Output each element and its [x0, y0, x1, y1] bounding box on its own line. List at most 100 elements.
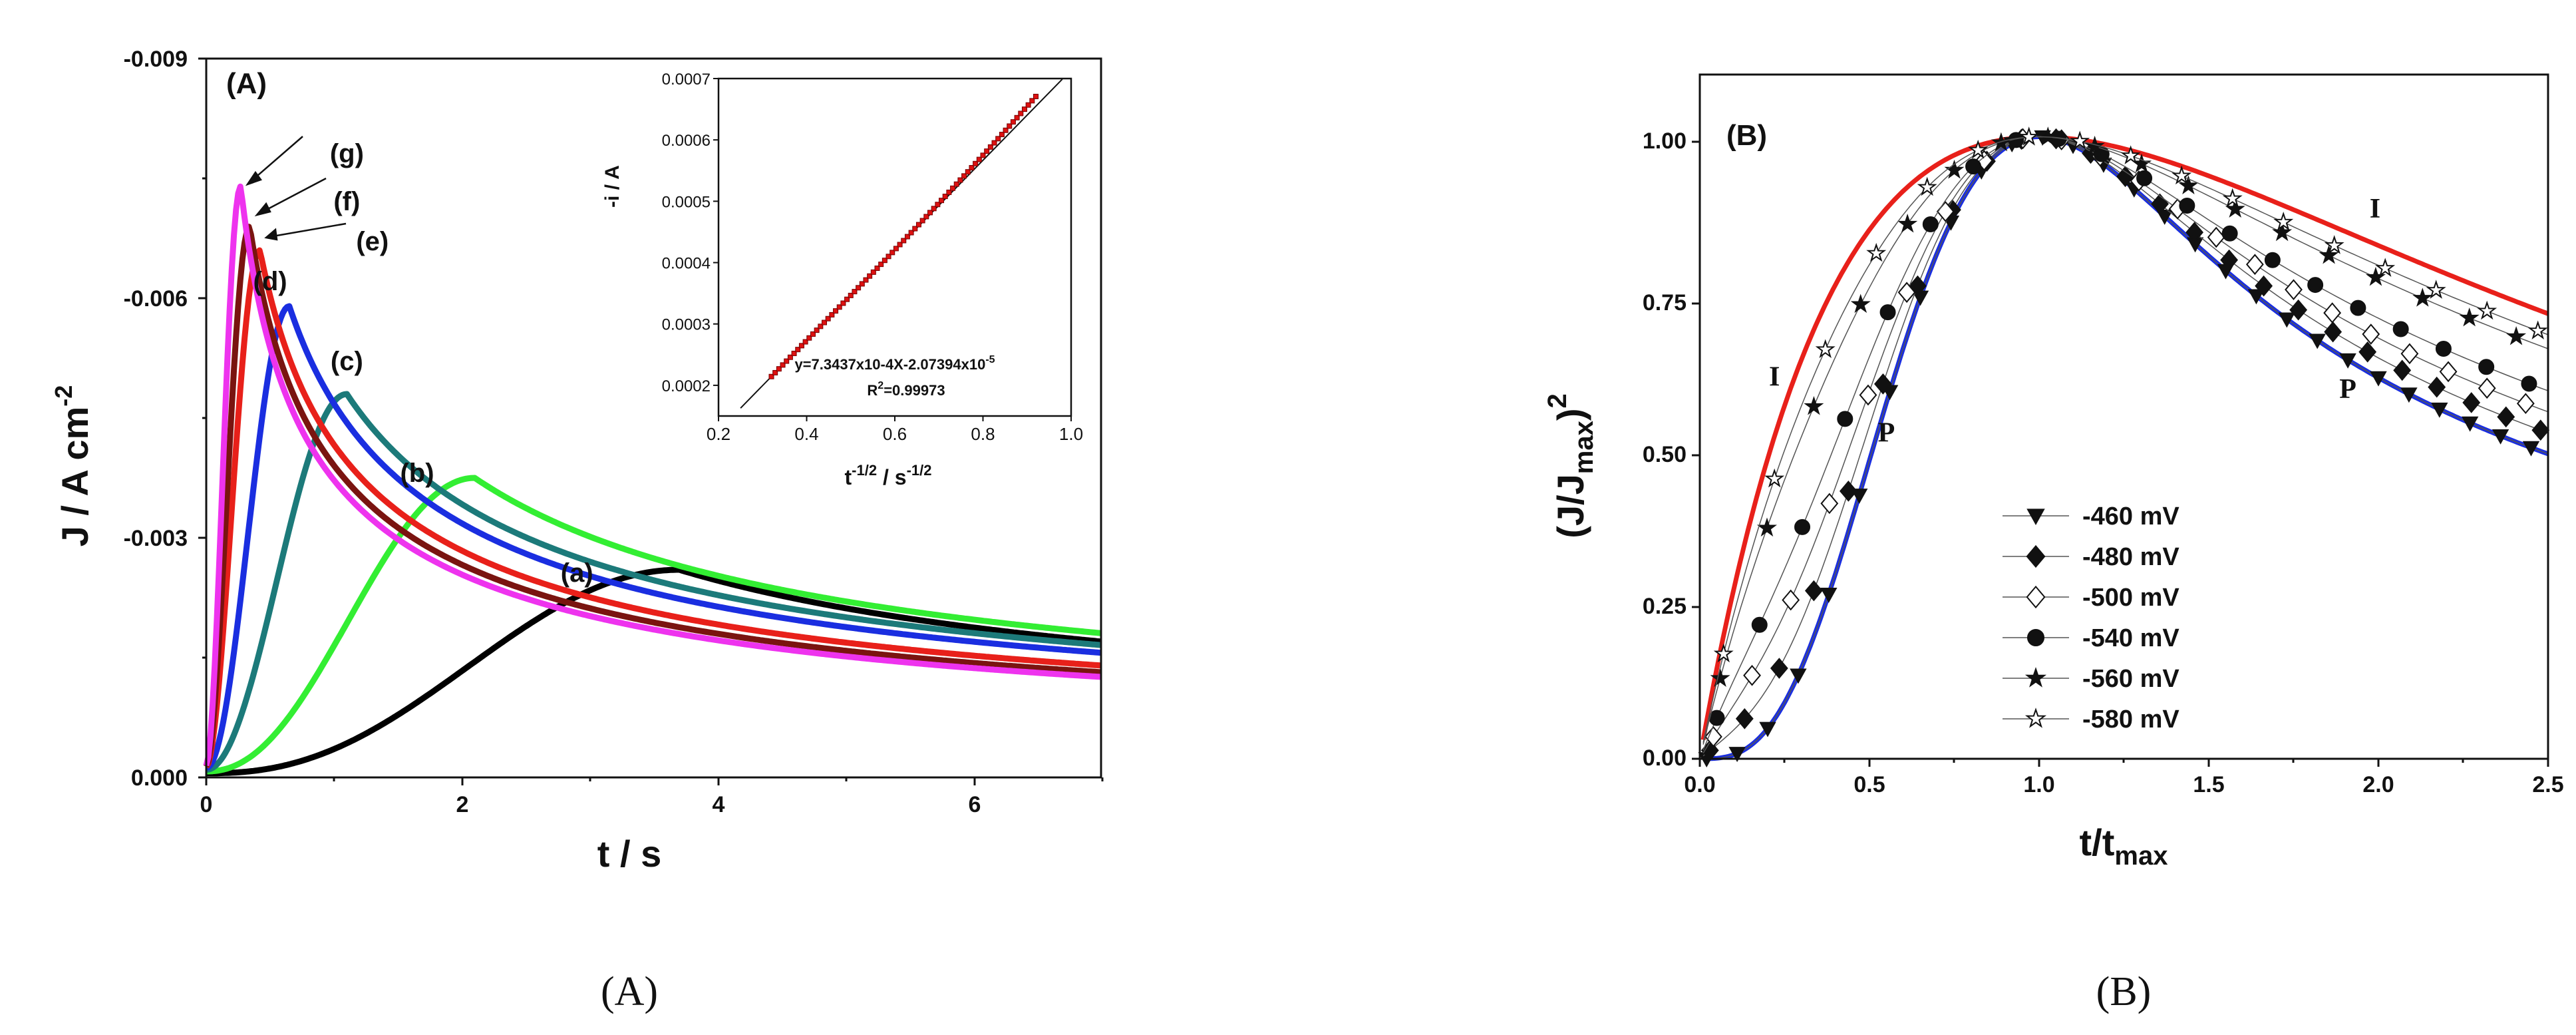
- data-marker: [1917, 176, 1937, 196]
- inset-point: [818, 323, 824, 329]
- data-marker: [2179, 198, 2195, 214]
- panel-b-legend: -460 mV -480 mV -500 mV -540 mV -560 mV -580 …: [2003, 503, 2179, 733]
- inset-point: [889, 250, 895, 256]
- series-line-4: [205, 303, 1102, 771]
- inset-point: [791, 350, 797, 356]
- data-marker: [2024, 708, 2047, 728]
- data-marker: [1968, 139, 1989, 159]
- data-marker: [2178, 175, 2199, 194]
- inset-point: [787, 354, 793, 360]
- inset-point: [923, 214, 929, 220]
- panel-a: J / A cm-2 0.000 -0.003 -0.006 -0.009 0 …: [50, 47, 1104, 1014]
- panel-a-xtick: 4: [713, 792, 725, 817]
- inset-ytick: 0.0006: [662, 132, 711, 150]
- data-marker: [2521, 375, 2537, 392]
- series-line-2: [205, 475, 1102, 775]
- data-marker: [2027, 629, 2044, 646]
- inset-point: [912, 226, 918, 232]
- data-marker: [1804, 395, 1824, 415]
- data-marker: [1897, 213, 1918, 233]
- inset-point: [822, 319, 827, 325]
- data-marker: [2264, 252, 2281, 268]
- inset-point: [1007, 123, 1013, 129]
- data-marker: [1708, 710, 1725, 726]
- inset-point: [1021, 106, 1027, 112]
- data-marker: [2358, 341, 2377, 363]
- data-marker: [2350, 300, 2366, 316]
- data-marker: [2393, 359, 2412, 381]
- panel-b-ytick: 0.50: [1643, 442, 1687, 467]
- inset-point: [806, 335, 812, 341]
- inset-point: [840, 300, 846, 306]
- data-marker: [1790, 668, 1807, 684]
- inset-ylabel: -i / A: [601, 165, 623, 208]
- theory-label: P: [2339, 374, 2356, 405]
- data-marker: [2400, 343, 2419, 365]
- panel-a-xtick: 2: [456, 792, 469, 817]
- data-marker: [1820, 588, 1838, 603]
- inset-point: [915, 222, 921, 228]
- data-marker: [2375, 258, 2396, 277]
- data-marker: [1728, 747, 1746, 762]
- inset-point: [961, 173, 967, 179]
- theory-label: P: [1878, 417, 1895, 448]
- data-marker: [2307, 277, 2324, 294]
- inset-ytick: 0.0004: [662, 255, 711, 273]
- panel-b-xtick: 2.0: [2362, 772, 2394, 797]
- data-marker: [2462, 392, 2481, 413]
- data-marker: [1873, 373, 1892, 395]
- inset-point: [882, 258, 887, 264]
- inset-point: [927, 210, 933, 216]
- panel-a-ytick: 0.000: [131, 765, 188, 791]
- panel-b-ytick: 1.00: [1643, 128, 1687, 154]
- panel-a-label: (A): [226, 67, 267, 100]
- inset-point: [859, 281, 865, 287]
- data-marker: [2220, 249, 2239, 271]
- curve-label: (b): [400, 459, 434, 488]
- data-marker: [2516, 393, 2535, 415]
- data-marker: [1710, 668, 1730, 688]
- inset-point: [942, 194, 948, 200]
- inset-point: [984, 148, 990, 154]
- panel-b-curves: I P I P: [1698, 126, 2550, 768]
- data-marker: [1782, 589, 1800, 611]
- inset-xtick: 0.6: [883, 424, 907, 444]
- data-marker: [2370, 371, 2387, 387]
- data-marker: [1713, 643, 1734, 663]
- legend-label: -560 mV: [2082, 665, 2179, 693]
- inset-point: [919, 218, 925, 224]
- inset-point: [825, 315, 831, 321]
- legend-label: -580 mV: [2082, 706, 2179, 733]
- panel-a-ytick: -0.009: [124, 47, 188, 72]
- data-marker: [2462, 416, 2479, 432]
- inset-xtick: 1.0: [1059, 424, 1083, 444]
- data-marker: [1743, 664, 1761, 686]
- series-line: [1702, 136, 2549, 757]
- data-marker: [2026, 585, 2046, 609]
- data-marker: [1704, 725, 1722, 747]
- data-marker: [2309, 333, 2326, 349]
- inset-point: [784, 358, 790, 364]
- data-marker: [2531, 419, 2550, 441]
- data-marker: [1944, 159, 1965, 179]
- data-marker: [2400, 387, 2418, 403]
- inset-point: [1003, 127, 1009, 133]
- curve-label: (a): [561, 558, 593, 588]
- panel-b-xlabel: t/tmax: [2080, 821, 2168, 871]
- theory-label: I: [1769, 361, 1780, 392]
- inset-point: [814, 327, 820, 333]
- inset-xtick: 0.8: [971, 424, 995, 444]
- panel-b-ytick: 0.25: [1643, 594, 1687, 619]
- inset-point: [768, 373, 774, 379]
- data-marker: [1770, 658, 1788, 679]
- series-line: [1702, 136, 2549, 751]
- data-marker: [1850, 294, 1871, 313]
- theory-curve-instantaneous: [1700, 134, 2549, 741]
- data-marker: [2392, 321, 2409, 337]
- panel-a-xtick: 0: [200, 792, 213, 817]
- data-marker: [1897, 282, 1916, 304]
- series-line: [1702, 136, 2549, 753]
- panel-b-ylabel: (J/Jmax)2: [1543, 393, 1599, 538]
- panel-b-xtick: 0.5: [1853, 772, 1885, 797]
